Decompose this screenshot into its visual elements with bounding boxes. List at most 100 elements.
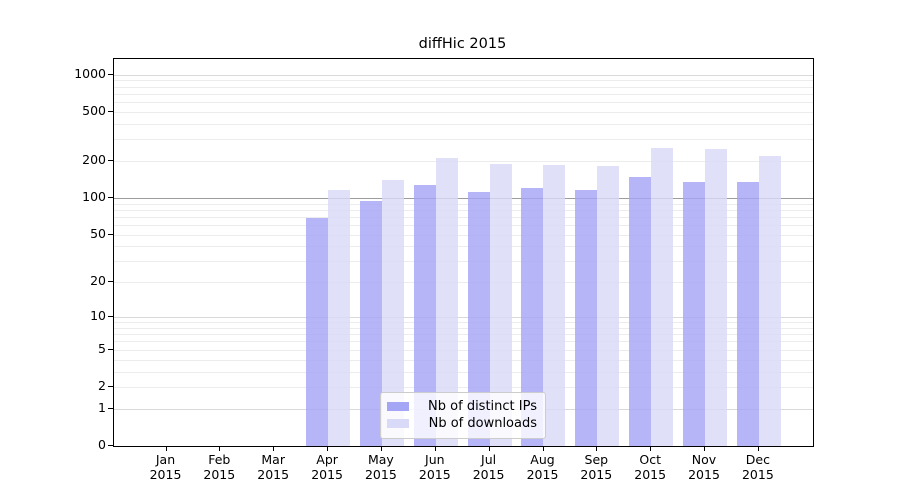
x-tick [380,446,382,451]
gridline [114,197,813,199]
bar-downloads-apr [328,190,351,446]
bar-downloads-nov [705,148,727,446]
x-tick-label: Dec 2015 [741,452,774,482]
x-tick-label: Mar 2015 [257,452,290,482]
legend-label: Nb of downloads [428,416,537,431]
bar-downloads-may [381,180,404,446]
gridline [114,93,813,95]
bar-downloads-sep [597,165,620,446]
gridline [114,386,813,388]
gridline [114,86,813,88]
x-tick-label: Oct 2015 [634,452,667,482]
x-tick [165,446,167,451]
gridline [114,261,813,263]
plot-area [113,58,814,447]
gridline [114,359,813,361]
bar-downloads-jul [489,163,512,446]
gridline [114,327,813,329]
gridline [114,80,813,82]
x-tick-label: Apr 2015 [311,452,343,482]
gridline [114,203,813,205]
bar-ips-oct [629,177,652,446]
x-tick [488,446,490,451]
gridline [114,322,813,324]
x-tick-label: Jan 2015 [149,452,182,482]
y-tick-label: 2 [98,377,106,393]
y-tick [108,316,113,318]
gridline [114,349,813,351]
x-tick [596,446,598,451]
gridline [114,74,813,76]
bar-ips-aug [521,187,544,446]
x-tick [327,446,329,451]
bar-ips-jun [413,185,436,446]
y-tick [108,281,113,283]
y-tick [108,233,113,235]
gridline [114,216,813,218]
x-tick [273,446,275,451]
gridline [114,234,813,236]
gridline [114,123,813,125]
y-tick [108,110,113,112]
gridline [114,160,813,162]
legend-swatch-downloads [387,419,409,428]
x-tick [704,446,705,451]
x-tick [757,446,759,451]
bar-ips-sep [575,189,598,446]
y-tick [108,385,113,387]
gridline [114,282,813,284]
bar-ips-dec [736,182,759,446]
y-tick-label: 5 [98,340,106,356]
y-tick-label: 50 [90,225,106,241]
y-tick-label: 10 [90,308,106,324]
x-tick-label: Jul 2015 [472,452,505,482]
gridline [114,371,813,373]
x-tick [542,446,544,451]
gridline [114,102,813,103]
bar-ips-apr [306,218,329,446]
legend: Nb of distinct IPs Nb of downloads [380,392,546,439]
x-tick [219,446,221,451]
legend-row: Nb of distinct IPs [387,398,537,415]
y-tick [108,348,113,350]
y-tick-label: 200 [82,151,106,167]
y-tick-label: 0 [98,437,106,452]
gridline [114,246,813,248]
x-tick [434,446,436,451]
legend-row: Nb of downloads [387,415,537,432]
chart-title: diffHic 2015 [418,36,507,52]
legend-label: Nb of distinct IPs [428,399,537,414]
y-tick [108,196,113,198]
y-tick-label: 1000 [74,65,106,81]
x-tick-label: Feb 2015 [203,452,236,482]
bar-downloads-jun [435,158,458,446]
bar-downloads-dec [758,156,781,446]
y-tick-label: 500 [82,102,106,118]
legend-swatch-ips [387,402,409,411]
gridline [114,225,813,226]
gridline [114,334,813,336]
x-tick-label: Aug 2015 [526,452,559,482]
gridline [114,139,813,141]
x-tick [650,446,652,451]
y-tick-label: 20 [90,273,106,289]
bar-downloads-oct [651,148,674,446]
x-tick-label: Sep 2015 [580,452,613,482]
gridline [114,111,813,113]
bar-ips-nov [683,182,705,446]
y-tick-label: 1 [98,399,106,415]
x-tick-label: May 2015 [364,452,397,482]
gridline [114,209,813,211]
y-tick [108,407,113,409]
x-tick-label: Jun 2015 [418,452,451,482]
gridline [114,317,813,319]
y-tick [108,73,113,75]
x-tick-label: Nov 2015 [688,452,720,482]
y-tick-label: 100 [82,188,106,204]
bar-downloads-aug [543,164,566,446]
y-tick [108,159,113,161]
bar-ips-jul [467,191,490,446]
gridline [114,341,813,343]
y-tick [108,445,113,446]
